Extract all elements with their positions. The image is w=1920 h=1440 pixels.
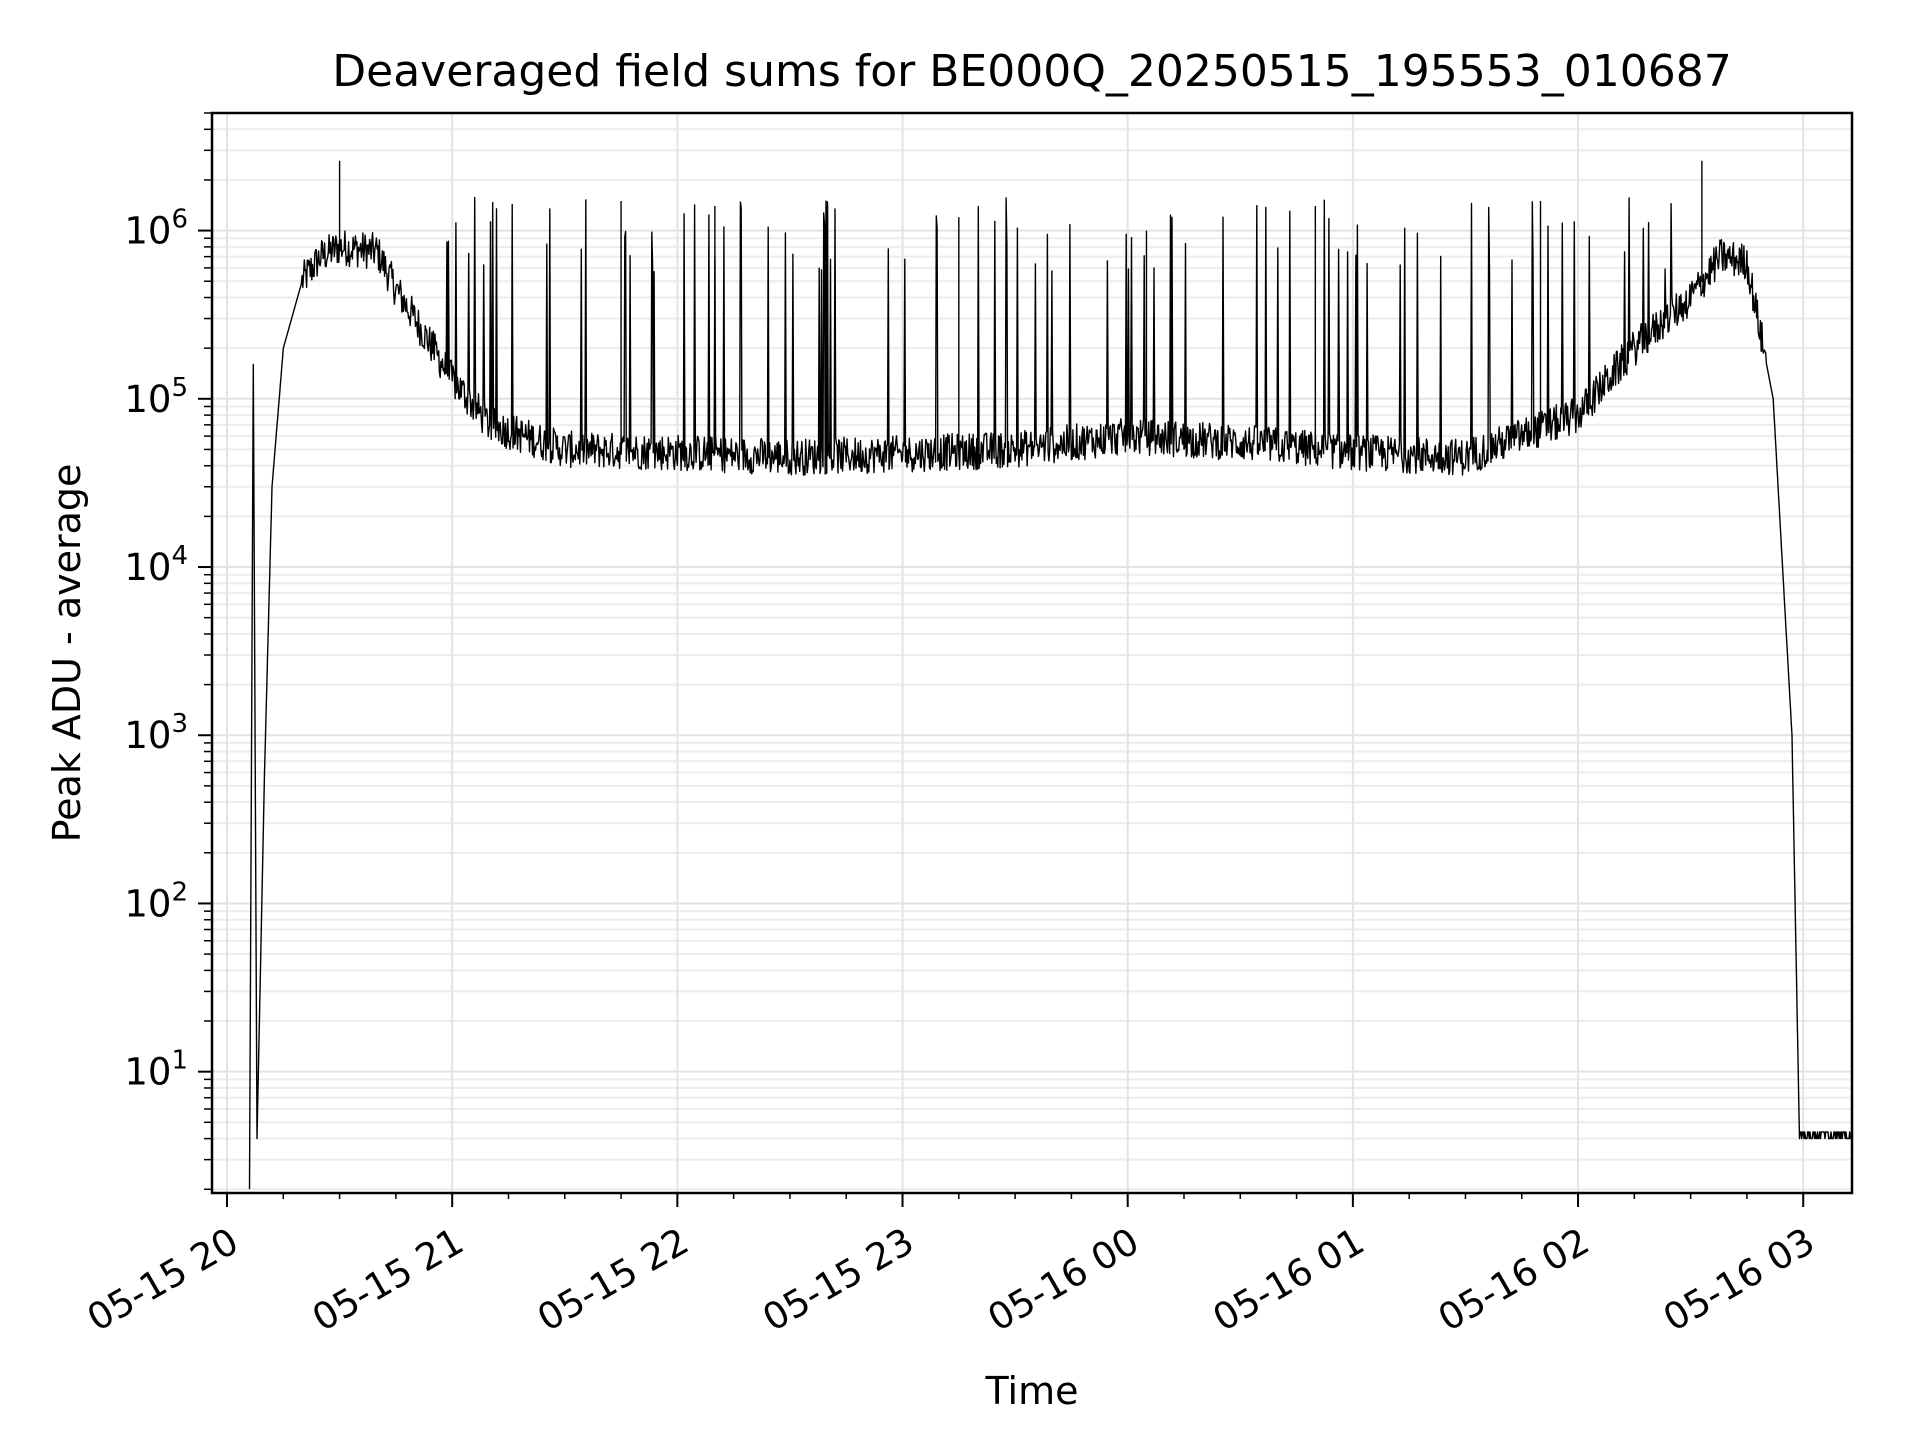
y-axis-label: Peak ADU - average [45,464,89,843]
y-tick-label: 106 [124,205,188,253]
plot-area-frame [210,111,1854,1195]
y-tick-label: 105 [124,373,188,421]
y-tick-label: 104 [124,541,188,589]
y-tick-label: 101 [124,1046,188,1094]
series-line [248,196,1852,1190]
y-tick-label: 103 [124,709,188,757]
grid [212,112,1852,1193]
series-layer [248,160,1852,1190]
y-tick-label: 102 [124,877,188,925]
y-axis: 101 102 103 104 105 106 [124,112,212,1191]
chart-title: Deaveraged field sums for BE000Q_2025051… [332,46,1731,97]
x-axis-label: Time [985,1369,1079,1413]
